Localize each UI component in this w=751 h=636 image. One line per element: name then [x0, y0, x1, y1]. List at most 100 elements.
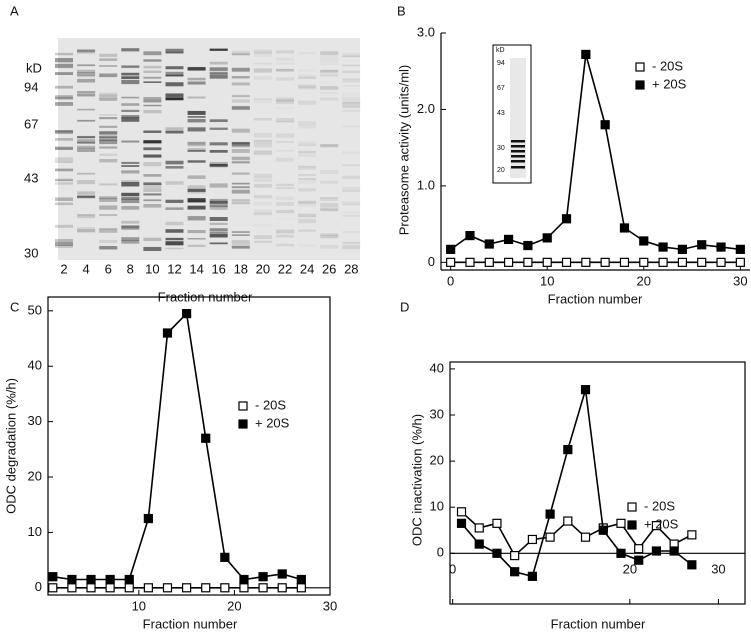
- legend-label: + 20S: [644, 516, 679, 531]
- legend-swatch: [627, 502, 637, 512]
- legend-label: - 20S: [255, 397, 286, 412]
- gel-band: [298, 165, 317, 168]
- gel-band: [77, 72, 96, 77]
- gel-band: [342, 164, 361, 167]
- data-point: [239, 574, 249, 585]
- data-point: [105, 583, 115, 593]
- gel-band: [77, 49, 96, 54]
- lane-label: 14: [189, 261, 203, 276]
- gel-band: [253, 183, 272, 188]
- marker-label: 94: [24, 79, 38, 94]
- gel-band: [165, 82, 184, 86]
- gel-band: [320, 196, 339, 199]
- gel-band: [187, 237, 206, 240]
- gel-band: [165, 97, 184, 101]
- lane-label: 4: [82, 261, 89, 276]
- gel-band: [276, 107, 294, 109]
- inset-marker: 20: [497, 167, 505, 174]
- gel-band: [253, 209, 272, 214]
- gel-band: [99, 92, 118, 96]
- gel-band: [143, 81, 162, 83]
- gel-band: [342, 109, 361, 112]
- gel-band: [55, 168, 73, 172]
- x-tick-label: 30: [711, 562, 725, 577]
- gel-band: [143, 182, 162, 185]
- gel-band: [253, 235, 272, 240]
- gel-band: [99, 146, 118, 149]
- gel-band: [253, 139, 272, 145]
- gel-band: [253, 68, 272, 73]
- gel-band: [77, 180, 96, 185]
- data-point: [716, 242, 726, 252]
- gel-band: [298, 150, 317, 153]
- gel-band: [209, 67, 228, 72]
- gel-band: [77, 64, 96, 66]
- gel-band: [276, 235, 294, 238]
- gel-band: [342, 78, 360, 80]
- inset-marker: 67: [497, 85, 505, 92]
- gel-band: [276, 97, 294, 101]
- inset-band: [511, 150, 525, 153]
- data-point: [220, 552, 230, 562]
- gel-band: [253, 212, 272, 216]
- gel-band: [121, 192, 140, 197]
- gel-band: [253, 133, 272, 138]
- gel-band: [231, 186, 250, 189]
- gel-band: [121, 161, 140, 165]
- gel-band: [298, 180, 316, 184]
- gel-band: [99, 239, 118, 243]
- gel-band: [209, 231, 228, 234]
- data-point: [677, 244, 688, 254]
- gel-band: [77, 195, 96, 199]
- gel-band: [231, 234, 250, 236]
- gel-band: [77, 139, 96, 144]
- gel-band: [99, 228, 118, 230]
- inset-lane: [510, 58, 526, 178]
- gel-band: [298, 76, 317, 79]
- gel-band: [165, 66, 184, 70]
- gel-band: [77, 94, 96, 97]
- gel-band: [298, 244, 316, 247]
- gel-band: [298, 165, 317, 170]
- gel-band: [231, 53, 250, 56]
- gel-band: [209, 163, 228, 167]
- gel-band: [209, 232, 228, 235]
- gel-band: [165, 160, 184, 165]
- data-point: [651, 521, 662, 531]
- lane-label: 2: [60, 261, 67, 276]
- gel-band: [342, 204, 360, 206]
- gel-band: [165, 221, 184, 226]
- data-point: [600, 257, 610, 267]
- lane-label: 8: [127, 261, 134, 276]
- gel-band: [165, 237, 184, 241]
- gel-band: [276, 187, 294, 189]
- gel-band: [143, 237, 162, 242]
- gel-band: [253, 118, 272, 121]
- series-line: [52, 311, 302, 581]
- gel-band: [298, 74, 317, 79]
- gel-band: [55, 102, 73, 106]
- gel-band: [121, 170, 140, 174]
- gel-band: [121, 48, 140, 53]
- gel-band: [77, 78, 96, 83]
- gel-bands: [55, 48, 361, 252]
- data-point: [523, 240, 533, 251]
- gel-band: [187, 127, 206, 132]
- inset-marker: 30: [497, 145, 505, 152]
- gel-band: [99, 98, 118, 101]
- gel-band: [55, 138, 73, 141]
- gel-band: [276, 229, 294, 233]
- gel-band: [143, 193, 162, 196]
- gel-band: [55, 96, 73, 100]
- gel-band: [187, 148, 206, 152]
- data-point: [465, 257, 475, 267]
- gel-band: [55, 179, 73, 182]
- data-point: [581, 49, 591, 60]
- gel-band: [99, 245, 118, 250]
- x-tick-label: 30: [323, 598, 337, 613]
- x-tick-label: 0: [447, 273, 454, 288]
- gel-band: [320, 74, 339, 77]
- gel-band: [121, 140, 140, 143]
- gel-band: [276, 229, 294, 233]
- gel-band: [165, 93, 184, 97]
